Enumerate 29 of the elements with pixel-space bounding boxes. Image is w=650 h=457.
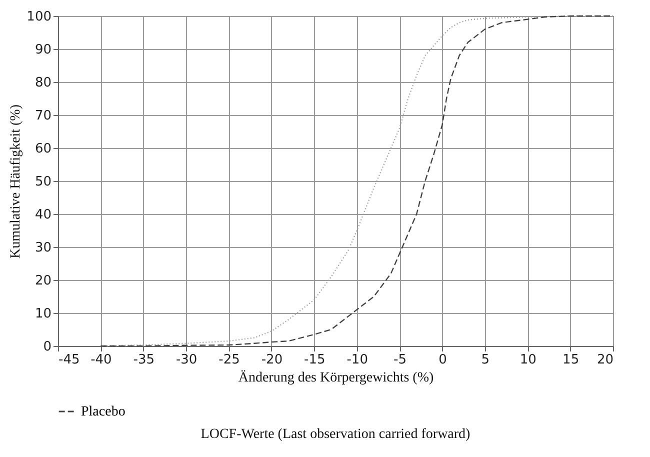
y-tick-label: 40 — [34, 208, 52, 222]
text: LOCF-Werte (Last observation carried forward) — [200, 427, 471, 442]
y-tick-label: 0 — [43, 340, 52, 354]
x-tick-label: -30 — [176, 352, 198, 368]
x-tick-label: 5 — [481, 352, 490, 368]
y-axis-title: Kumulative Häufigkeit (%) — [8, 104, 24, 258]
x-tick-label: -45 — [58, 352, 80, 368]
x-tick-label: -35 — [133, 352, 154, 368]
y-tick-label: 50 — [34, 174, 52, 190]
x-tick-label: -15 — [304, 352, 326, 368]
x-tick-label: 10 — [520, 352, 536, 368]
y-tick-label: 70 — [34, 108, 52, 124]
x-axis-title: Änderung des Körpergewichts (%) — [238, 370, 434, 386]
y-tick-label: 20 — [34, 274, 52, 288]
y-tick-label: 30 — [34, 240, 52, 256]
x-tick-label: 0 — [438, 352, 447, 368]
x-tick-label: 15 — [562, 352, 580, 368]
y-tick-label: 10 — [34, 306, 52, 322]
x-tick-label: -5 — [394, 352, 407, 368]
y-tick-label: 80 — [34, 76, 52, 90]
x-tick-label: -10 — [346, 352, 368, 368]
x-tick-label: -20 — [261, 352, 283, 368]
x-tick-label: -40 — [90, 352, 112, 368]
y-tick-label: 90 — [34, 42, 52, 58]
x-tick-label: 20 — [596, 352, 614, 368]
y-tick-label: 60 — [34, 142, 52, 156]
x-tick-label: -25 — [218, 352, 240, 368]
legend-label: Placebo — [81, 404, 126, 420]
y-tick-label: 100 — [26, 10, 52, 24]
